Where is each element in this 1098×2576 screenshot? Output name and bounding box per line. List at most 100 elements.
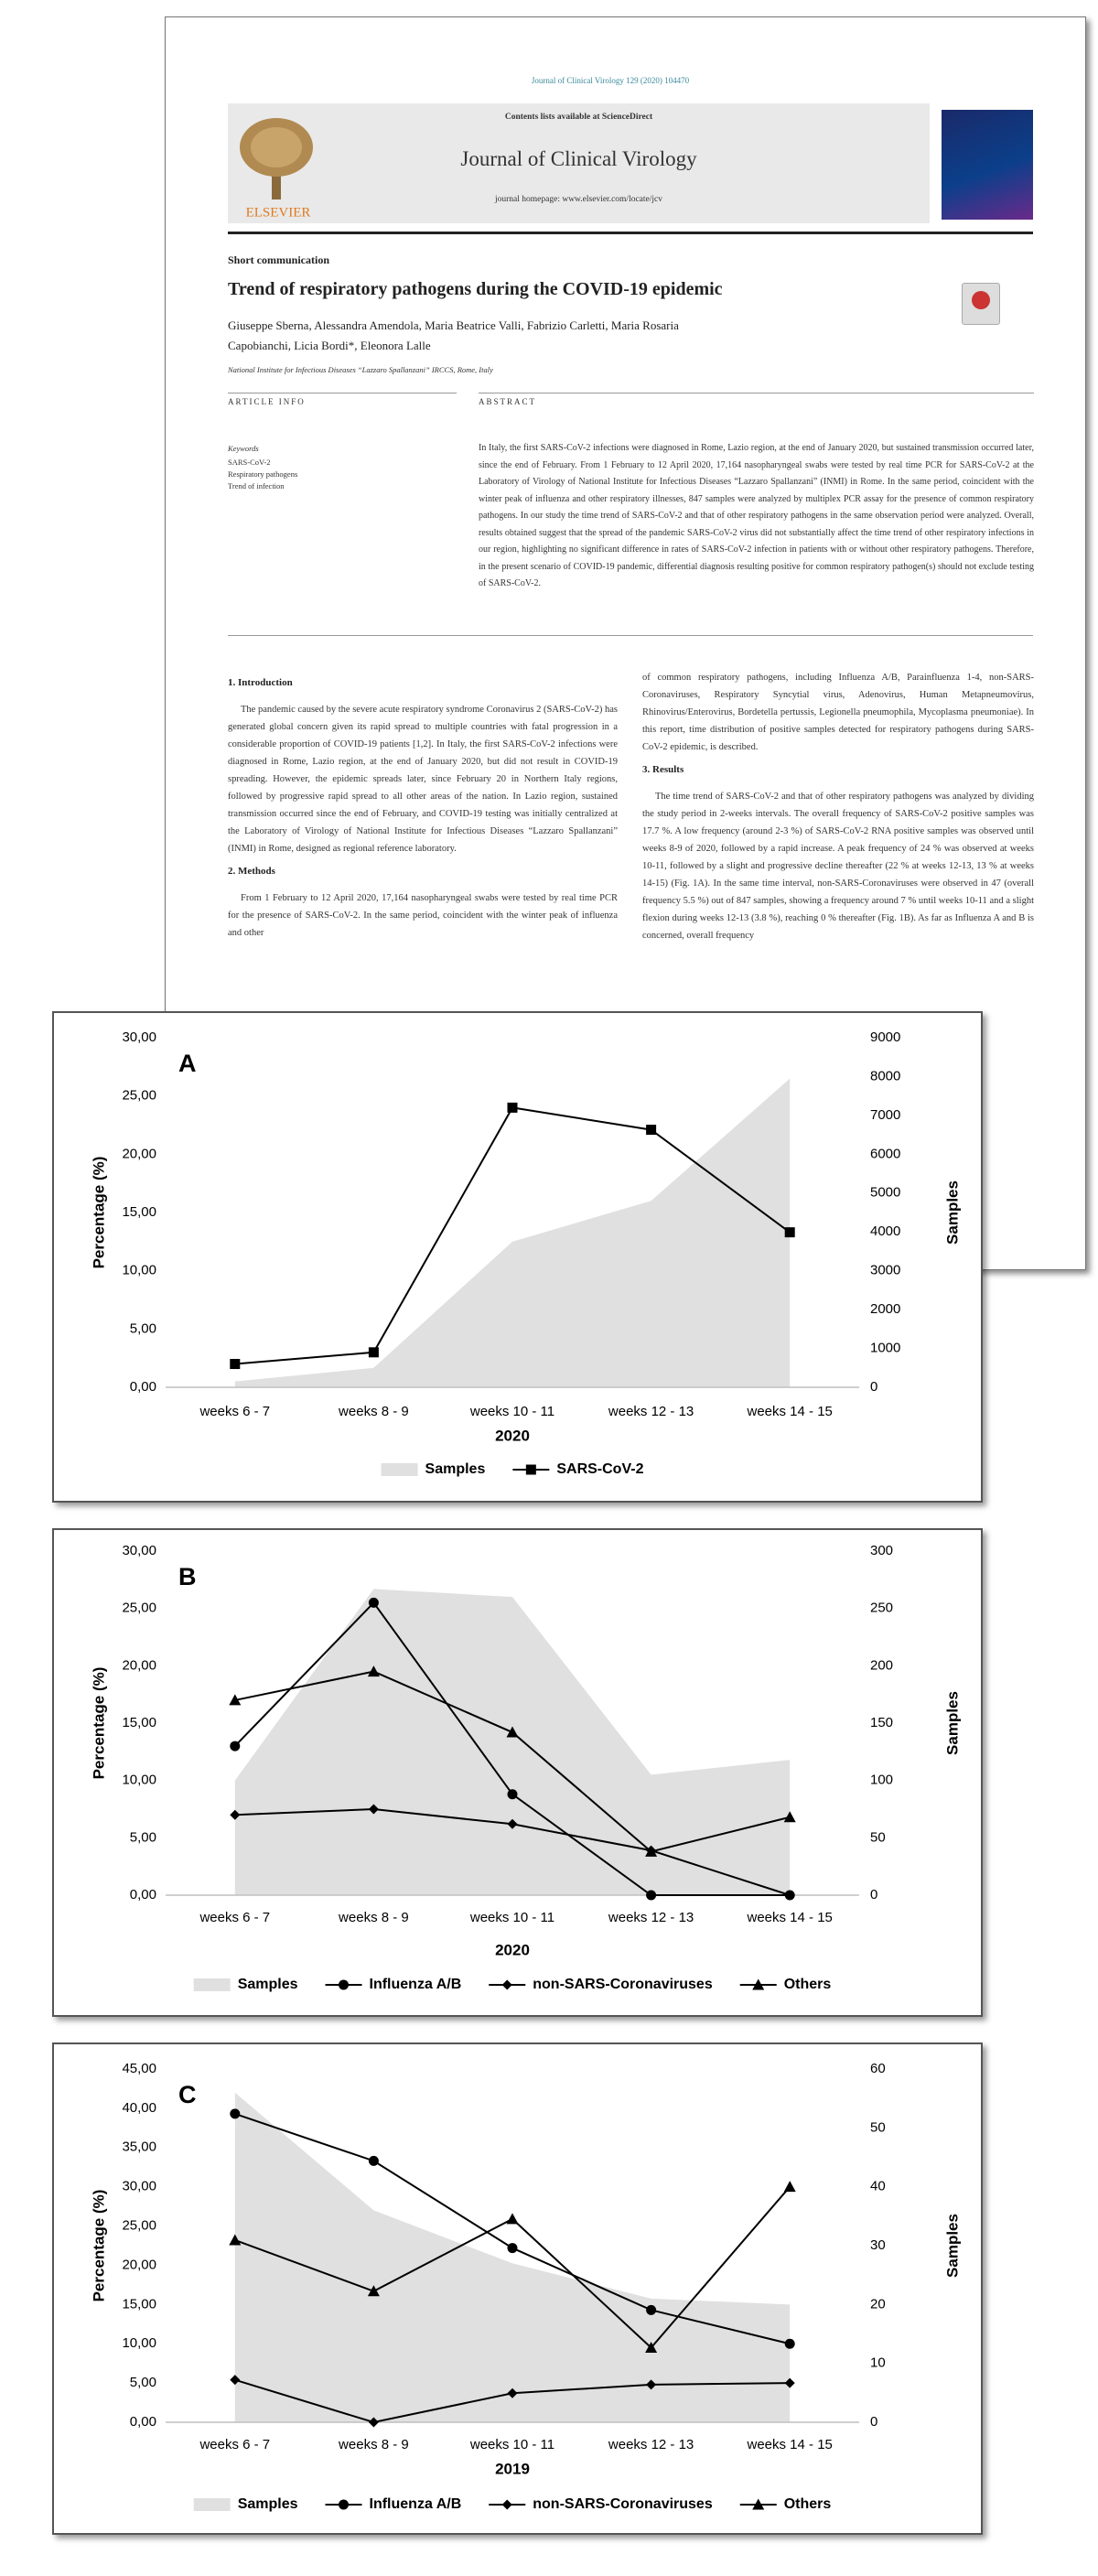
legend-swatch xyxy=(381,1463,418,1476)
article-title: Trend of respiratory pathogens during th… xyxy=(228,279,723,299)
y2-tick-label: 4000 xyxy=(870,1223,900,1239)
y2-tick-label: 5000 xyxy=(870,1185,900,1201)
marker xyxy=(230,1359,241,1370)
marker xyxy=(784,2338,795,2349)
x-tick-label: weeks 14 - 15 xyxy=(747,1404,833,1419)
legend-label: Samples xyxy=(238,1977,298,1992)
panel-label: A xyxy=(178,1050,197,1077)
chart: 0,00 5,00 10,00 15,00 20,00 25,00 30,00 0 50 100 1… xyxy=(90,1543,961,1992)
x-tick-label: weeks 12 - 13 xyxy=(608,1404,694,1419)
legend-label: Samples xyxy=(238,2496,298,2512)
marker xyxy=(525,1464,536,1475)
y2-tick-label: 30 xyxy=(870,2237,886,2253)
x-axis-title: 2020 xyxy=(495,1941,530,1958)
x-tick-label: weeks 8 - 9 xyxy=(338,2437,409,2452)
y2-tick-label: 300 xyxy=(870,1543,893,1558)
keyword: Trend of infection xyxy=(228,481,285,490)
marker xyxy=(501,2499,512,2510)
marker xyxy=(230,2375,241,2386)
marker xyxy=(230,1741,241,1751)
area xyxy=(234,1078,791,1387)
keywords-heading: Keywords xyxy=(228,444,259,453)
left-column: 1. Introduction The pandemic caused by t… xyxy=(228,669,618,1264)
legend-label: Others xyxy=(784,2496,832,2512)
x-tick-label: weeks 10 - 11 xyxy=(469,2437,554,2452)
x-tick-label: weeks 8 - 9 xyxy=(338,1910,409,1925)
y-tick-label: 5,00 xyxy=(130,1829,156,1845)
abstract: In Italy, the first SARS-CoV-2 infection… xyxy=(479,443,1034,588)
marker xyxy=(368,1347,379,1358)
legend-label: non-SARS-Coronaviruses xyxy=(533,2496,713,2512)
y2-tick-label: 250 xyxy=(870,1601,893,1616)
article-info-heading: ARTICLE INFO xyxy=(228,393,457,406)
rule xyxy=(228,232,1033,234)
chart: 0,00 5,00 10,00 15,00 20,00 25,00 30,00 0 1000 20… xyxy=(90,1029,961,1477)
marker xyxy=(752,1978,765,1990)
y2-tick-label: 8000 xyxy=(870,1068,900,1083)
x-tick-label: weeks 12 - 13 xyxy=(608,2437,694,2452)
marker xyxy=(784,1227,795,1238)
y-tick-label: 25,00 xyxy=(122,1088,156,1104)
marker xyxy=(645,2342,658,2354)
section-heading: 2. Methods xyxy=(228,866,275,877)
y2-tick-label: 10 xyxy=(870,2355,886,2371)
x-tick-label: weeks 14 - 15 xyxy=(747,1910,833,1925)
legend-label: Others xyxy=(784,1977,832,1992)
area xyxy=(234,2092,791,2422)
legend-swatch xyxy=(193,2498,231,2511)
journal-name: Journal of Clinical Virology xyxy=(460,147,697,170)
keyword: Respiratory pathogens xyxy=(228,469,298,479)
section-heading: 3. Results xyxy=(642,764,684,775)
y-tick-label: 10,00 xyxy=(122,2335,156,2351)
marker xyxy=(339,2499,350,2510)
marker xyxy=(507,2387,518,2398)
marker xyxy=(752,2498,765,2510)
y2-tick-label: 0 xyxy=(870,1887,877,1902)
marker xyxy=(645,1845,658,1857)
article-type: Short communication xyxy=(228,253,329,266)
marker xyxy=(784,1890,795,1901)
legend: Samples Influenza A/B non-SARS-Coronavirus… xyxy=(193,2496,832,2512)
y2-axis-title: Samples xyxy=(943,1180,961,1245)
y-axis-title: Percentage (%) xyxy=(90,1667,107,1780)
x-tick-label: weeks 14 - 15 xyxy=(747,2437,833,2452)
marker xyxy=(367,2285,380,2297)
x-axis-title: 2019 xyxy=(495,2460,530,2477)
legend: Samples Influenza A/B non-SARS-Coronavirus… xyxy=(193,1977,832,1992)
marker xyxy=(368,2417,379,2428)
citation: Journal of Clinical Virology 129 (2020) … xyxy=(531,76,690,85)
marker xyxy=(646,2379,657,2390)
marker xyxy=(368,1804,379,1815)
y2-axis-title: Samples xyxy=(943,2214,961,2278)
y-tick-label: 0,00 xyxy=(130,2414,156,2430)
y2-tick-label: 0 xyxy=(870,2414,877,2430)
y-tick-label: 0,00 xyxy=(130,1887,156,1902)
authors: Giuseppe Sberna, Alessandra Amendola, Ma… xyxy=(228,318,679,352)
y-tick-label: 35,00 xyxy=(122,2139,156,2155)
publisher-logo: ELSEVIER xyxy=(240,118,313,220)
y2-tick-label: 7000 xyxy=(870,1107,900,1123)
legend-label: non-SARS-Coronaviruses xyxy=(533,1977,713,1992)
y2-tick-label: 9000 xyxy=(870,1029,900,1045)
chart-frame: 0,00 5,00 10,00 15,00 20,00 25,00 30,00 0 1000 20… xyxy=(52,1011,983,1503)
y2-tick-label: 1000 xyxy=(870,1341,900,1356)
x-tick-label: weeks 10 - 11 xyxy=(469,1404,554,1419)
keyword: SARS-CoV-2 xyxy=(228,458,271,467)
marker xyxy=(501,1979,512,1990)
y2-tick-label: 150 xyxy=(870,1715,893,1730)
marker xyxy=(507,1789,518,1800)
x-tick-label: weeks 6 - 7 xyxy=(199,1910,270,1925)
marker xyxy=(367,1665,380,1677)
y-tick-label: 15,00 xyxy=(122,1204,156,1220)
legend: Samples SARS-CoV-2 xyxy=(381,1461,644,1477)
y-tick-label: 25,00 xyxy=(122,1601,156,1616)
legend-label: SARS-CoV-2 xyxy=(556,1461,643,1477)
y2-tick-label: 50 xyxy=(870,2119,886,2135)
crossmark-icon xyxy=(962,283,1000,325)
marker xyxy=(506,1726,519,1738)
header-box: ELSEVIER Contents lists available at Sci… xyxy=(228,103,930,223)
y2-tick-label: 200 xyxy=(870,1657,893,1673)
marker xyxy=(507,2243,518,2254)
y-tick-label: 20,00 xyxy=(122,1657,156,1673)
